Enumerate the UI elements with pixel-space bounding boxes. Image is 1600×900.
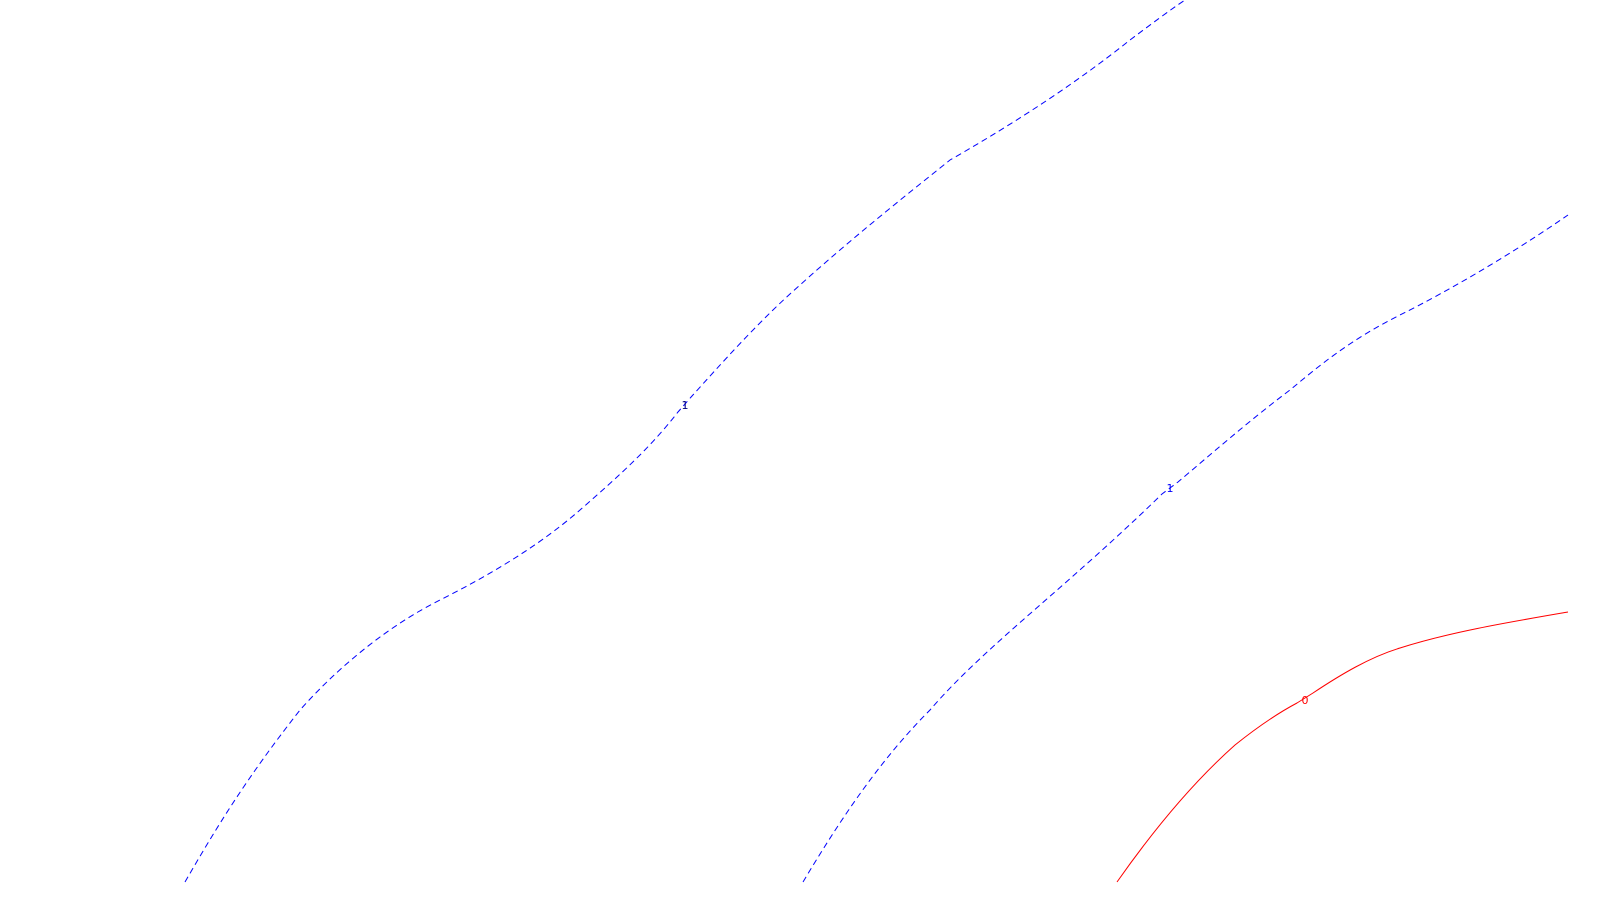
contour-line-a [184,0,1186,883]
contour-label-b: 1 [1167,482,1174,495]
contour-line-b [802,214,1569,883]
contour-line-c [1116,611,1569,883]
contour-label-c: 0 [1302,694,1309,707]
contour-label-a: 1 [682,399,689,412]
